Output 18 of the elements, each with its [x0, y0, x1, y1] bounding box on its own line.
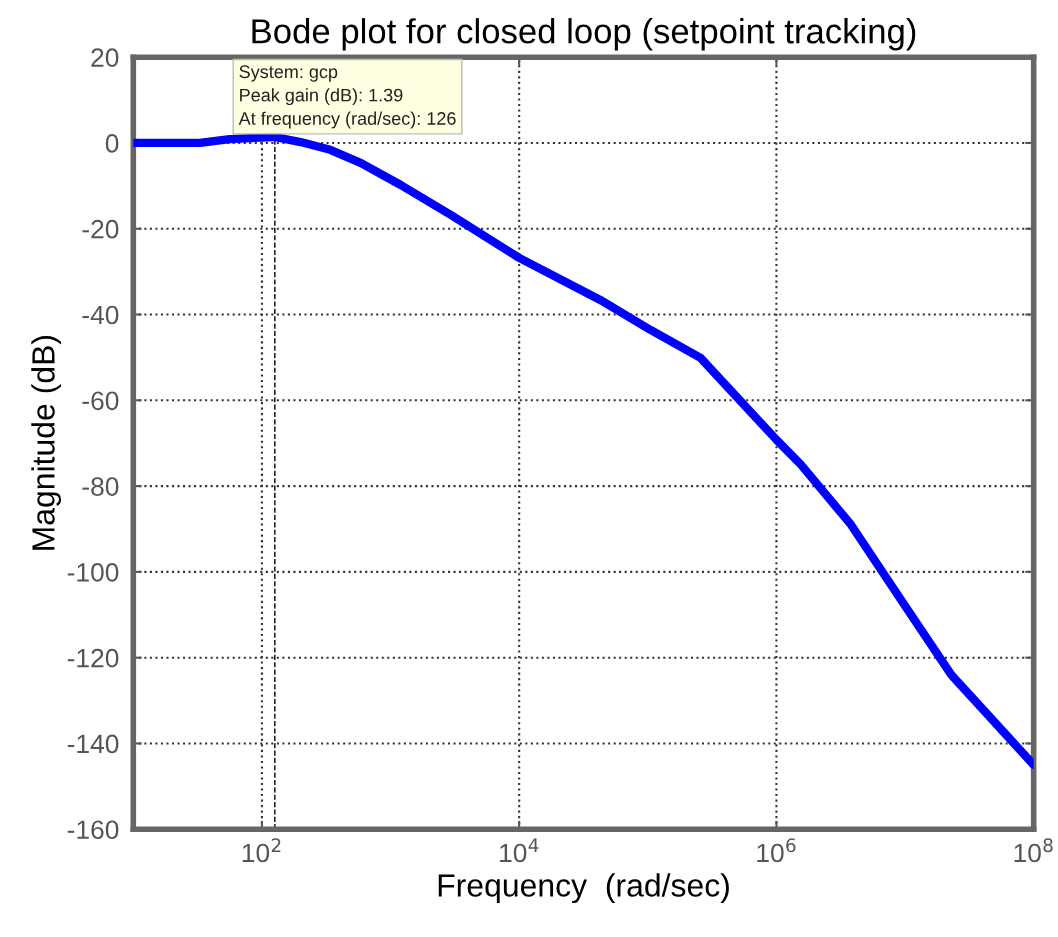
y-axis-title: Magnitude (dB) — [31, 335, 62, 550]
y-tick-label: 20 — [91, 48, 119, 67]
y-tick-label: -60 — [82, 391, 119, 411]
y-tick-label: -140 — [67, 734, 119, 754]
x-tick-label: 10$^{6}$ — [757, 838, 796, 863]
x-tick-label: 10$^{2}$ — [242, 838, 281, 863]
y-tick-label: -160 — [67, 820, 119, 840]
y-tick-label: -40 — [82, 305, 119, 325]
y-tick-label: -20 — [82, 219, 119, 239]
y-tick-label: -80 — [82, 477, 119, 496]
y-tick-label: 0 — [105, 134, 119, 153]
x-tick-label: 10$^{8}$ — [1014, 838, 1053, 863]
annotation: System: gcp Peak gain (dB): 1.39 At frequency (rad/sec): 126 — [238, 65, 456, 129]
chart-title: Bode plot for closed loop (setpoint tracking) — [252, 18, 916, 51]
x-tick-label: 10$^{4}$ — [500, 838, 539, 863]
y-tick-label: -100 — [67, 563, 119, 582]
x-axis-title: Frequency (rad/sec) — [438, 873, 729, 904]
y-tick-label: -120 — [67, 648, 119, 668]
